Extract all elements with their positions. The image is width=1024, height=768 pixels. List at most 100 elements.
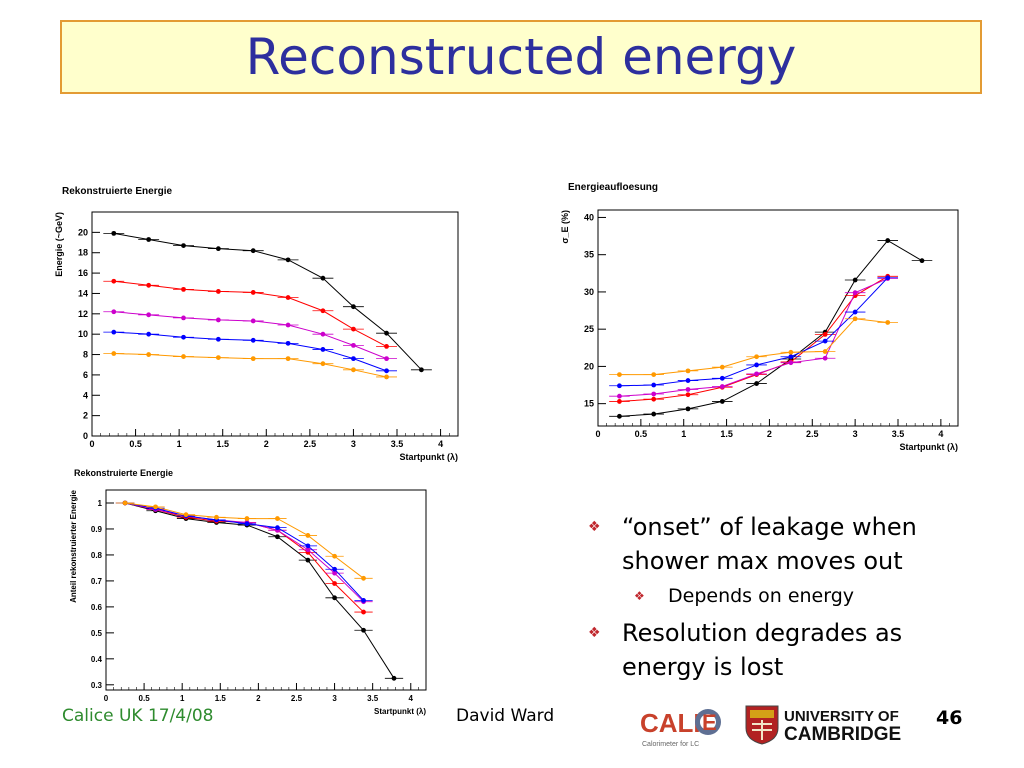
data-point (651, 391, 657, 397)
y-tick-label: 10 (78, 329, 88, 339)
data-point (146, 331, 152, 337)
x-tick-label: 4 (438, 439, 443, 449)
y-axis-label: σ_E (%) (560, 210, 570, 244)
cambridge-logo: UNIVERSITY OF CAMBRIDGE (745, 705, 901, 745)
data-point (332, 570, 337, 576)
data-point (215, 246, 221, 252)
data-point (305, 543, 311, 549)
x-tick-label: 4 (409, 694, 414, 703)
data-point (754, 362, 759, 368)
bullet-text: “onset” of leakage when shower max moves… (622, 513, 917, 575)
data-point (215, 289, 221, 294)
x-tick-label: 4 (938, 429, 943, 439)
x-axis-label: Startpunkt (λ) (900, 442, 959, 452)
y-tick-label: 0 (83, 431, 88, 441)
data-point (651, 396, 657, 402)
data-point (651, 411, 657, 417)
data-point (685, 378, 691, 383)
calice-logo: CALI E Calorimeter for LC (640, 708, 721, 748)
bullet-text: Resolution degrades as energy is lost (622, 619, 903, 681)
data-point (754, 371, 759, 377)
cambridge-line1: UNIVERSITY OF (784, 708, 899, 725)
x-tick-label: 1 (681, 429, 686, 439)
data-point (754, 381, 759, 386)
data-point (181, 334, 186, 340)
data-point (332, 553, 337, 559)
calice-logo-text: CALI (640, 708, 701, 738)
data-point (244, 521, 250, 527)
data-point (719, 399, 725, 404)
data-point (320, 275, 326, 281)
y-tick-label: 0.8 (91, 551, 103, 560)
data-point (332, 581, 337, 586)
y-tick-label: 35 (584, 250, 594, 260)
data-point (361, 597, 366, 603)
calice-logo-subtitle: Calorimeter for LC (642, 741, 699, 748)
x-tick-label: 3.5 (391, 439, 404, 449)
y-tick-label: 40 (584, 212, 594, 222)
x-tick-label: 1 (177, 439, 182, 449)
data-point (215, 336, 221, 342)
data-point (181, 243, 186, 248)
data-point (351, 304, 356, 310)
data-point (719, 375, 725, 381)
data-point (146, 237, 152, 242)
data-point (384, 368, 389, 374)
y-tick-label: 0.6 (91, 603, 103, 612)
y-axis-label: Anteil rekonstruierter Energie (69, 489, 78, 602)
data-point (685, 387, 691, 392)
data-point (250, 318, 256, 324)
data-point (351, 342, 356, 348)
data-point (111, 329, 117, 335)
diamond-bullet-icon: ❖ (588, 625, 601, 641)
data-point (320, 308, 326, 314)
data-point (250, 248, 256, 254)
chart-reconstructed-energy: Rekonstruierte Energie 0 0.5 1 1.5 2 2.5 3 3.5 4 0… (48, 178, 468, 464)
data-point (617, 413, 622, 419)
data-point (361, 627, 366, 633)
y-tick-label: 8 (83, 350, 88, 360)
x-tick-label: 0.5 (129, 439, 142, 449)
data-point (146, 352, 152, 357)
x-tick-label: 3 (332, 694, 337, 703)
data-point (885, 238, 891, 243)
x-tick-label: 1.5 (720, 429, 733, 439)
data-point (250, 290, 256, 295)
data-point (285, 356, 291, 362)
x-tick-label: 0.5 (139, 694, 151, 703)
calice-logo-e: E (702, 710, 717, 735)
data-point (181, 286, 186, 292)
x-tick-label: 1.5 (216, 439, 229, 449)
data-point (919, 258, 925, 264)
x-tick-label: 3 (351, 439, 356, 449)
y-tick-label: 14 (78, 288, 88, 298)
diamond-bullet-icon: ❖ (588, 519, 601, 535)
slide-title: Reconstructed energy (245, 28, 797, 86)
cambridge-line2: CAMBRIDGE (784, 724, 901, 745)
chart-title: Rekonstruierte Energie (62, 186, 172, 197)
y-tick-label: 6 (83, 370, 88, 380)
data-point (214, 514, 219, 520)
data-point (305, 547, 311, 553)
data-point (275, 516, 280, 521)
x-tick-label: 1 (180, 694, 185, 703)
y-tick-label: 0.5 (91, 629, 103, 638)
data-point (244, 516, 250, 521)
bullet-list: ❖ “onset” of leakage when shower max mov… (588, 510, 988, 688)
y-tick-label: 1 (98, 499, 103, 508)
x-tick-label: 0 (595, 429, 600, 439)
data-point (852, 290, 858, 296)
x-tick-label: 0.5 (635, 429, 648, 439)
y-tick-label: 0.4 (91, 655, 103, 664)
data-point (215, 317, 221, 323)
bullet-item-leakage-onset: ❖ “onset” of leakage when shower max mov… (588, 510, 988, 578)
data-point (146, 312, 152, 318)
data-point (617, 372, 622, 378)
x-tick-label: 2.5 (304, 439, 317, 449)
series-line (113, 232, 422, 371)
x-tick-label: 2 (256, 694, 261, 703)
x-tick-label: 2.5 (806, 429, 819, 439)
data-point (275, 525, 280, 531)
data-point (320, 347, 326, 352)
data-point (885, 320, 891, 325)
